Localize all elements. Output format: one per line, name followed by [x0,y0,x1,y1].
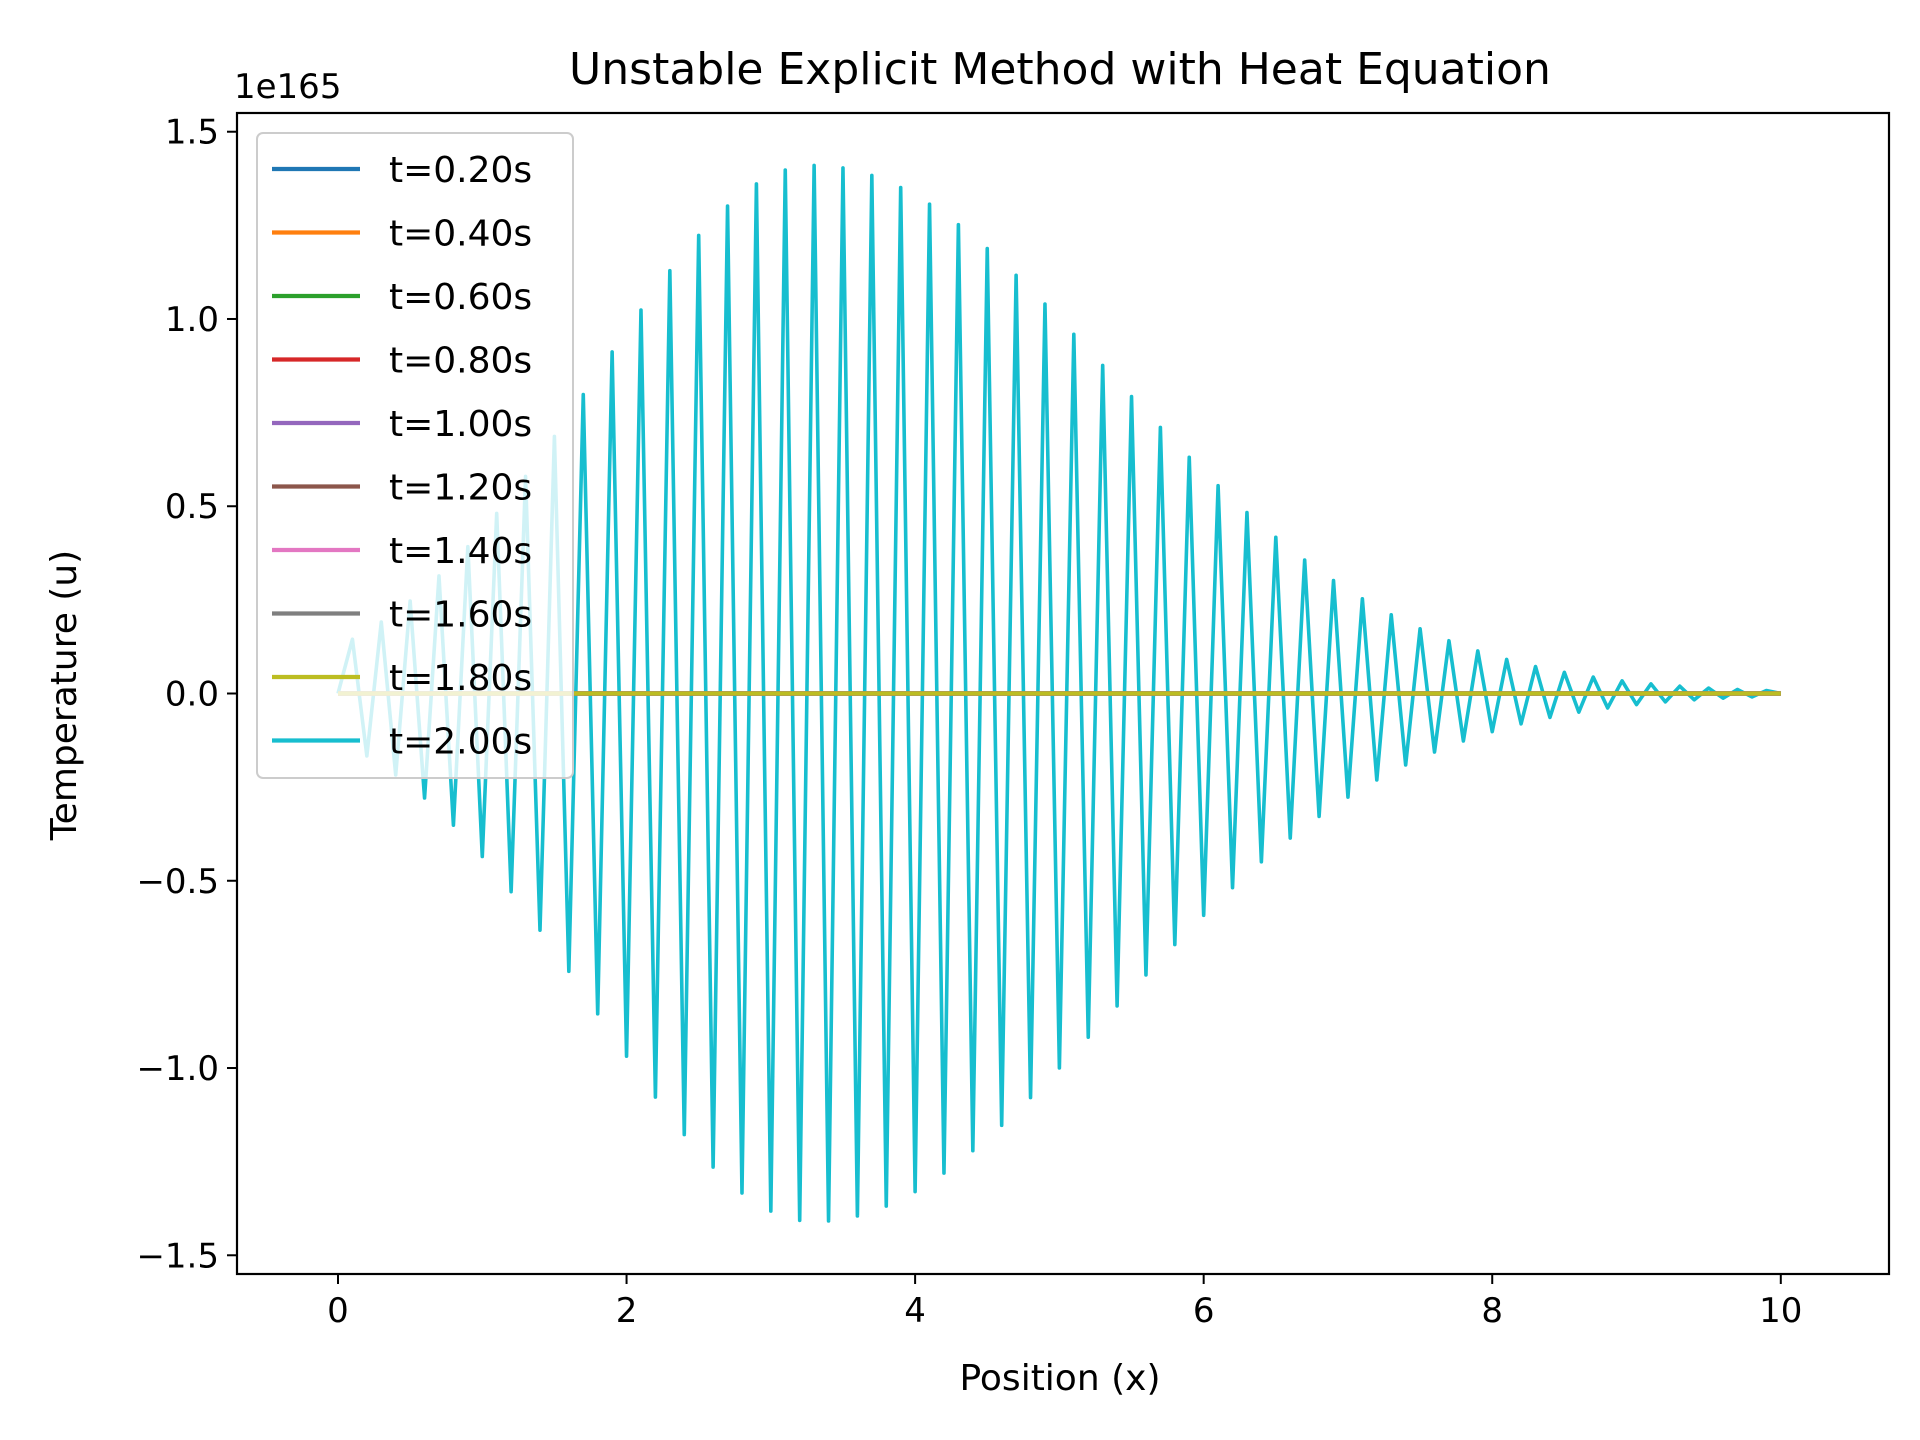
x-axis-label: Position (x) [959,1358,1160,1399]
legend-item: t=1.40s [272,531,532,572]
x-tick-label: 4 [904,1291,926,1331]
legend-item: t=0.20s [272,150,532,191]
legend-label: t=1.60s [389,595,532,636]
legend-item: t=1.80s [272,658,532,699]
y-tick-label: −1.0 [136,1049,219,1089]
legend-label: t=0.60s [389,277,532,318]
y-tick-label: 0.0 [165,675,219,715]
legend-item: t=0.60s [272,277,532,318]
legend-label: t=1.40s [389,531,532,572]
legend-label: t=1.80s [389,658,532,699]
legend-label: t=1.00s [389,404,532,445]
y-offset-label: 1e165 [234,67,341,107]
y-tick-label: −0.5 [136,862,219,902]
legend-label: t=1.20s [389,468,532,509]
legend-item: t=2.00s [272,722,532,763]
x-tick-label: 10 [1759,1291,1802,1331]
chart-title: Unstable Explicit Method with Heat Equat… [569,44,1551,95]
x-tick-label: 8 [1481,1291,1503,1331]
x-axis: 0 2 4 6 8 10 [327,1274,1802,1331]
legend: t=0.20s t=0.40s t=0.60s t=0.80s t=1.00s t=1.2… [256,132,574,779]
y-axis: −1.5 −1.0 −0.5 0.0 0.5 1.0 1.5 [136,113,237,1276]
x-tick-label: 2 [616,1291,638,1331]
legend-label: t=0.80s [389,341,532,382]
y-tick-label: 0.5 [165,487,219,527]
y-tick-label: 1.0 [165,300,219,340]
legend-item: t=1.20s [272,468,532,509]
series-line-t2-00s [336,163,1782,1223]
legend-item: t=1.60s [272,595,532,636]
y-tick-label: −1.5 [136,1236,219,1276]
legend-label: t=2.00s [389,722,532,763]
y-tick-label: 1.5 [165,113,219,153]
legend-item: t=1.00s [272,404,532,445]
legend-label: t=0.40s [389,214,532,255]
legend-item: t=0.40s [272,214,532,255]
legend-label: t=0.20s [389,150,532,191]
x-tick-label: 6 [1193,1291,1215,1331]
x-tick-label: 0 [327,1291,349,1331]
y-axis-label: Temperature (u) [44,550,85,841]
legend-item: t=0.80s [272,341,532,382]
